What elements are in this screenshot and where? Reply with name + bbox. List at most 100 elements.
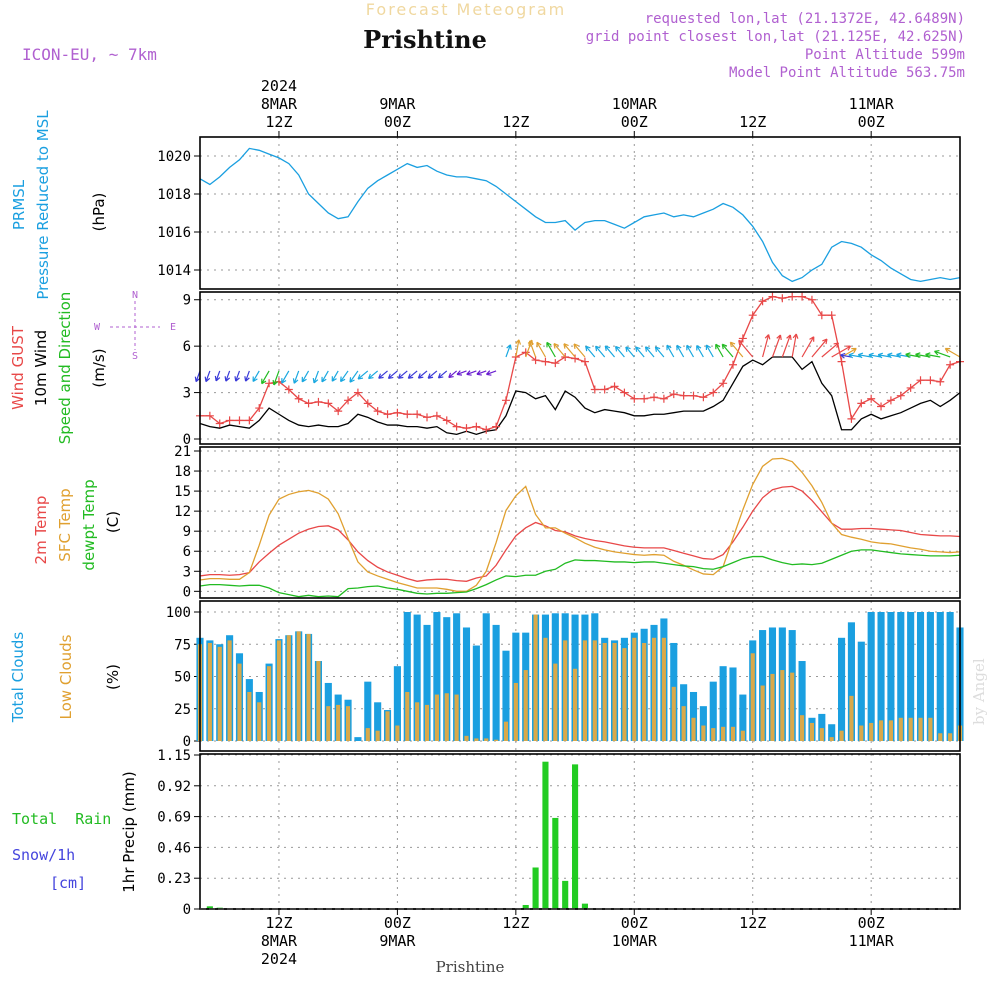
low-cloud-bar: [592, 640, 597, 741]
gust-marker: [659, 394, 668, 403]
gust-marker: [314, 397, 323, 406]
total-cloud-bar: [443, 617, 451, 741]
gust-marker: [679, 391, 688, 400]
low-cloud-bar: [819, 728, 824, 741]
wind-arrow: [476, 370, 487, 376]
total-cloud-bar: [847, 622, 855, 741]
wind-arrow: [705, 344, 714, 358]
wind-arrow: [925, 352, 941, 358]
total-cloud-bar: [838, 637, 846, 741]
time-label-top: 12Z: [502, 113, 529, 131]
low-cloud-bar: [622, 648, 627, 741]
total-cloud-bar: [709, 681, 717, 741]
gust-marker: [650, 393, 659, 402]
low-cloud-bar: [513, 682, 518, 741]
gust-marker: [857, 399, 866, 408]
total-cloud-bar: [729, 667, 737, 741]
wind-arrow: [781, 334, 792, 358]
low-cloud-bar: [691, 717, 696, 741]
credit: by Angel: [970, 658, 988, 725]
low-cloud-bar: [316, 661, 321, 741]
panel-frame-precip: [199, 753, 961, 910]
time-label-top: 8MAR: [261, 95, 298, 113]
temp-dew-line: [199, 549, 961, 598]
gust-marker: [620, 388, 629, 397]
low-cloud-bar: [543, 637, 548, 741]
city-title: Prishtine: [363, 25, 487, 54]
total-cloud-bar: [936, 612, 944, 741]
gust-marker: [501, 396, 510, 405]
wind-arrow: [437, 370, 448, 379]
wind-gust-label: Wind GUST: [9, 325, 27, 410]
panel-wind: 0 3 6 9: [183, 292, 960, 448]
total-cloud-bar: [502, 650, 510, 741]
total-cloud-bar: [946, 612, 954, 741]
total-cloud-bar: [907, 612, 915, 741]
wind-arrow: [729, 341, 744, 358]
panel-precip: 0 0.23 0.46 0.69 0.92 1.15: [157, 748, 960, 918]
panel-frame-temp: [199, 446, 961, 599]
wind-10m-line: [199, 356, 961, 436]
panel-frame-pressure: [199, 136, 961, 290]
low-cloud-bar: [612, 642, 617, 741]
compass-e: E: [170, 322, 176, 333]
low-cloud-bar: [878, 720, 884, 741]
gust-marker: [738, 334, 747, 343]
wind-arrow: [417, 370, 428, 379]
total-cloud-bar: [689, 691, 698, 741]
wind-arrow: [546, 341, 556, 358]
low-cloud-bar: [711, 728, 716, 741]
wind-arrow: [553, 343, 566, 358]
wind-arrow: [868, 352, 882, 359]
compass-rose: N W E S: [94, 290, 176, 362]
y-tick-label: 1020: [157, 149, 191, 165]
low-cloud-bar: [563, 640, 568, 741]
low-cloud-bar: [523, 670, 528, 741]
wind-arrow: [563, 343, 576, 358]
y-tick-label: 3: [183, 386, 191, 402]
total-cloud-bar: [472, 645, 480, 741]
total-cloud-bar: [916, 612, 925, 741]
low-cloud-bar: [888, 720, 893, 741]
y-tick-label: 50: [174, 670, 191, 686]
wind-arrow: [397, 370, 408, 379]
gust-marker: [393, 408, 402, 417]
wind-arrow: [224, 370, 231, 382]
time-label-bottom: 00Z: [858, 914, 885, 932]
wind-arrow: [252, 370, 260, 382]
time-label-top: 00Z: [621, 113, 648, 131]
gust-marker: [245, 416, 254, 425]
wind-arrow: [214, 370, 221, 382]
time-label-bottom: 9MAR: [379, 932, 416, 950]
total-cloud-bar: [403, 612, 411, 741]
temp-2m-line: [199, 485, 961, 582]
low-cloud-bar: [553, 663, 558, 741]
panel-temp: 0 3 6 9 12 15 18 21: [174, 444, 960, 600]
gust-marker: [423, 413, 432, 422]
y-tick-label: 1014: [157, 263, 191, 279]
gust-marker: [798, 292, 807, 301]
gust-marker: [689, 391, 698, 400]
y-tick-label: 9: [183, 524, 191, 540]
precip-bar: [522, 904, 529, 909]
wind-arrow: [715, 343, 724, 358]
time-label-bottom: 11MAR: [849, 932, 895, 950]
gust-marker: [867, 394, 876, 403]
time-label-top: 00Z: [858, 113, 885, 131]
gust-marker: [728, 360, 737, 369]
wind-arrow: [368, 370, 379, 380]
low-cloud-bar: [257, 702, 262, 741]
low-cloud-bar: [790, 672, 795, 741]
wind-arrow: [466, 370, 477, 376]
total-cloud-bar: [798, 661, 806, 741]
gust-marker: [837, 357, 846, 366]
low-cloud-bar: [809, 722, 815, 741]
low-cloud-bar: [385, 711, 390, 741]
gust-marker: [304, 399, 313, 408]
total-cloud-bar: [354, 737, 362, 741]
gust-marker: [906, 383, 915, 392]
total-cloud-bar: [719, 666, 727, 741]
gust-marker: [580, 357, 589, 366]
total-cloud-bar: [926, 612, 934, 741]
low-cloud-bar: [345, 706, 351, 741]
